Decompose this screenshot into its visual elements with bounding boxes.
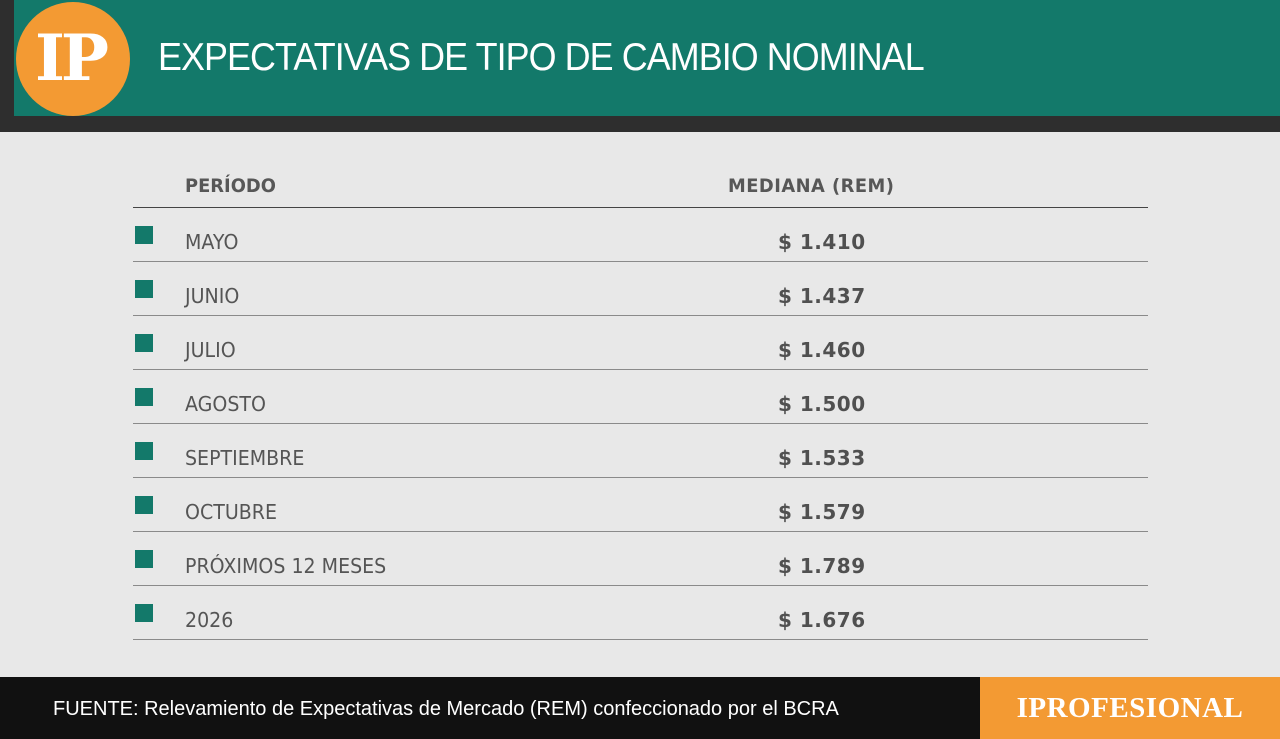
row-bullet-icon (135, 442, 153, 460)
row-bullet-icon (135, 604, 153, 622)
table-row: AGOSTO $ 1.500 (133, 370, 1148, 424)
table-row: JUNIO $ 1.437 (133, 262, 1148, 316)
logo-text: IP (34, 21, 109, 96)
table-row: PRÓXIMOS 12 MESES $ 1.789 (133, 532, 1148, 586)
row-bullet-icon (135, 496, 153, 514)
column-header-period: PERÍODO (185, 175, 276, 197)
row-period: 2026 (185, 608, 234, 632)
table-row: OCTUBRE $ 1.579 (133, 478, 1148, 532)
table-row: MAYO $ 1.410 (133, 208, 1148, 262)
table-header: PERÍODO MEDIANA (REM) (133, 160, 1148, 208)
row-period: JULIO (185, 338, 236, 362)
source-note: FUENTE: Relevamiento de Expectativas de … (53, 698, 839, 720)
row-period: AGOSTO (185, 392, 266, 416)
row-median-value: $ 1.579 (778, 500, 866, 524)
row-median-value: $ 1.460 (778, 338, 866, 362)
row-period: MAYO (185, 230, 239, 254)
column-header-median: MEDIANA (REM) (728, 175, 895, 197)
brand-logo: IPROFESIONAL (980, 677, 1280, 739)
exchange-rate-table: PERÍODO MEDIANA (REM) MAYO $ 1.410 JUNIO $ … (133, 160, 1148, 640)
row-bullet-icon (135, 550, 153, 568)
header-bar: IP EXPECTATIVAS DE TIPO DE CAMBIO NOMINA… (0, 0, 1280, 132)
row-period: PRÓXIMOS 12 MESES (185, 554, 387, 578)
row-median-value: $ 1.676 (778, 608, 866, 632)
ip-logo: IP (16, 2, 130, 116)
header-dark-edge (0, 0, 14, 132)
row-bullet-icon (135, 226, 153, 244)
row-median-value: $ 1.500 (778, 392, 866, 416)
table-body: MAYO $ 1.410 JUNIO $ 1.437 JULIO $ 1.460 AGOST… (133, 208, 1148, 640)
row-period: SEPTIEMBRE (185, 446, 305, 470)
row-median-value: $ 1.533 (778, 446, 866, 470)
row-bullet-icon (135, 280, 153, 298)
row-median-value: $ 1.437 (778, 284, 866, 308)
row-period: OCTUBRE (185, 500, 277, 524)
header-green-band (0, 0, 1280, 116)
brand-text: IPROFESIONAL (1016, 691, 1244, 724)
row-bullet-icon (135, 388, 153, 406)
table-row: JULIO $ 1.460 (133, 316, 1148, 370)
row-median-value: $ 1.410 (778, 230, 866, 254)
row-median-value: $ 1.789 (778, 554, 866, 578)
table-row: 2026 $ 1.676 (133, 586, 1148, 640)
page-title: EXPECTATIVAS DE TIPO DE CAMBIO NOMINAL (158, 36, 925, 79)
table-row: SEPTIEMBRE $ 1.533 (133, 424, 1148, 478)
row-period: JUNIO (185, 284, 240, 308)
row-bullet-icon (135, 334, 153, 352)
